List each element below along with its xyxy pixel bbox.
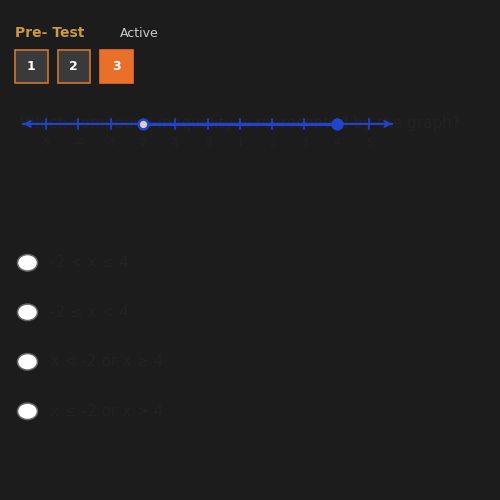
Text: x ≤ -2 or x > 4: x ≤ -2 or x > 4 bbox=[50, 404, 163, 419]
Text: -4: -4 bbox=[73, 138, 84, 148]
FancyBboxPatch shape bbox=[58, 50, 90, 83]
Text: 2: 2 bbox=[70, 60, 78, 73]
Circle shape bbox=[18, 304, 38, 320]
Text: 1: 1 bbox=[27, 60, 36, 73]
Text: -3: -3 bbox=[106, 138, 116, 148]
Text: -2: -2 bbox=[138, 138, 148, 148]
Text: 2: 2 bbox=[269, 138, 276, 148]
FancyBboxPatch shape bbox=[15, 50, 48, 83]
FancyBboxPatch shape bbox=[100, 50, 132, 83]
Text: -5: -5 bbox=[40, 138, 51, 148]
Text: 0: 0 bbox=[204, 138, 211, 148]
Text: 5: 5 bbox=[366, 138, 372, 148]
Text: Active: Active bbox=[120, 26, 159, 40]
Text: -1: -1 bbox=[170, 138, 180, 148]
Text: Pre- Test: Pre- Test bbox=[15, 26, 84, 40]
Circle shape bbox=[18, 254, 38, 271]
Text: 4: 4 bbox=[334, 138, 340, 148]
Text: 3: 3 bbox=[112, 60, 120, 73]
Circle shape bbox=[18, 354, 38, 370]
Text: 3: 3 bbox=[301, 138, 308, 148]
Text: x < -2 or x ≥ 4: x < -2 or x ≥ 4 bbox=[50, 354, 163, 370]
Text: -2 < x ≤ 4: -2 < x ≤ 4 bbox=[50, 256, 129, 270]
Text: 1: 1 bbox=[236, 138, 243, 148]
Text: Which compound inequality is represented by the graph?: Which compound inequality is represented… bbox=[20, 116, 460, 132]
Text: -2 ≤ x < 4: -2 ≤ x < 4 bbox=[50, 305, 129, 320]
Circle shape bbox=[18, 403, 38, 419]
